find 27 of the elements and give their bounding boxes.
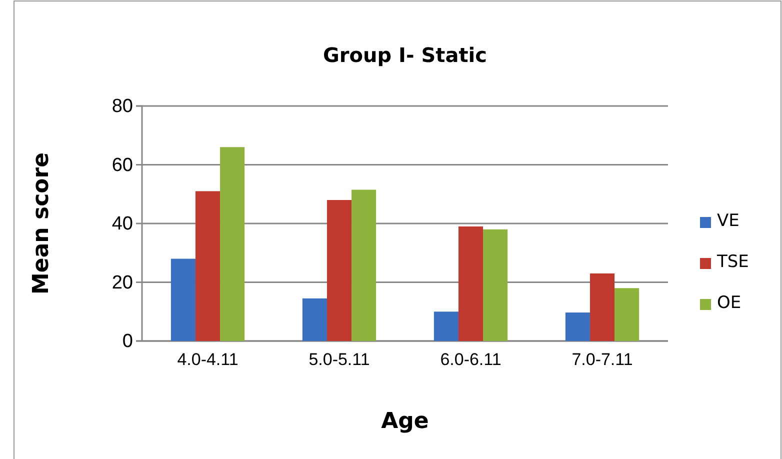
bar [326, 200, 352, 341]
y-tick-label: 80 [112, 96, 133, 118]
x-tick-label: 4.0-4.11 [177, 350, 238, 370]
bar [483, 229, 508, 341]
bar [352, 190, 376, 341]
bar [170, 258, 196, 341]
x-tick-label: 5.0-5.11 [308, 350, 370, 370]
x-tick-label: 6.0-6.11 [440, 350, 502, 370]
bar [220, 147, 245, 341]
y-tick-label: 0 [122, 331, 133, 352]
x-tick-label: 7.0-7.11 [572, 350, 633, 370]
bar [302, 298, 327, 341]
bar [434, 312, 458, 341]
legend-label: OE [717, 293, 742, 313]
y-axis-title: Mean score [29, 152, 54, 295]
chart-title: Group I- Static [323, 43, 487, 67]
bar [565, 312, 590, 341]
bar [614, 288, 640, 341]
x-axis-title: Age [381, 409, 429, 434]
bar [195, 191, 220, 341]
y-tick-label: 20 [112, 272, 133, 294]
bar [590, 273, 615, 341]
legend-label: VE [717, 211, 740, 231]
legend-label: TSE [716, 252, 749, 272]
bar [458, 226, 484, 341]
y-tick-label: 60 [112, 154, 133, 176]
y-tick-label: 40 [112, 214, 133, 235]
